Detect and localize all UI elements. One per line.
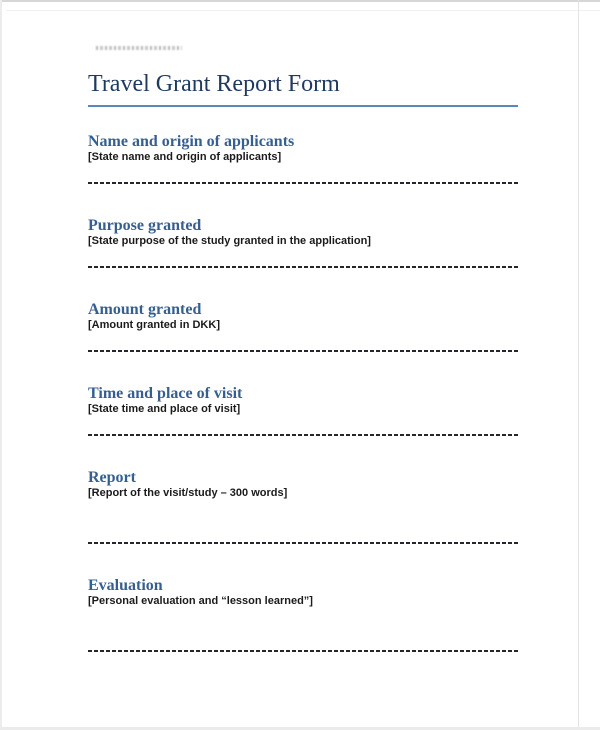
page-edge-right xyxy=(578,0,579,730)
section-heading: Amount granted xyxy=(88,301,202,318)
section-placeholder: [Report of the visit/study – 300 words] xyxy=(88,487,288,499)
page-edge-bottom xyxy=(0,727,600,730)
document-title: Travel Grant Report Form xyxy=(88,70,518,107)
section-heading: Purpose granted xyxy=(88,217,202,234)
letterhead-faded-text xyxy=(96,46,182,50)
section-placeholder: [State time and place of visit] xyxy=(88,403,241,415)
answer-line xyxy=(88,434,518,436)
page-edge-top-faint xyxy=(6,10,600,11)
section-placeholder: [Personal evaluation and “lesson learned… xyxy=(88,595,313,607)
section-heading: Report xyxy=(88,469,136,486)
form-sections: Name and origin of applicants [State nam… xyxy=(88,133,518,652)
section-placeholder: [Amount granted in DKK] xyxy=(88,319,220,331)
answer-line xyxy=(88,182,518,184)
answer-line xyxy=(88,542,518,544)
section-heading: Name and origin of applicants xyxy=(88,133,295,150)
section-amount-granted: Amount granted [Amount granted in DKK] xyxy=(88,301,518,352)
section-heading: Time and place of visit xyxy=(88,385,243,402)
section-evaluation: Evaluation [Personal evaluation and “les… xyxy=(88,577,518,652)
document-content: Travel Grant Report Form Name and origin… xyxy=(88,0,518,685)
section-placeholder: [State purpose of the study granted in t… xyxy=(88,235,371,247)
section-name-origin: Name and origin of applicants [State nam… xyxy=(88,133,518,184)
section-heading: Evaluation xyxy=(88,577,163,594)
page-edge-left xyxy=(0,0,2,730)
answer-line xyxy=(88,266,518,268)
answer-line xyxy=(88,650,518,652)
section-purpose-granted: Purpose granted [State purpose of the st… xyxy=(88,217,518,268)
section-time-place: Time and place of visit [State time and … xyxy=(88,385,518,436)
answer-line xyxy=(88,350,518,352)
page-edge-top xyxy=(0,0,600,2)
section-placeholder: [State name and origin of applicants] xyxy=(88,151,282,163)
section-report: Report [Report of the visit/study – 300 … xyxy=(88,469,518,544)
